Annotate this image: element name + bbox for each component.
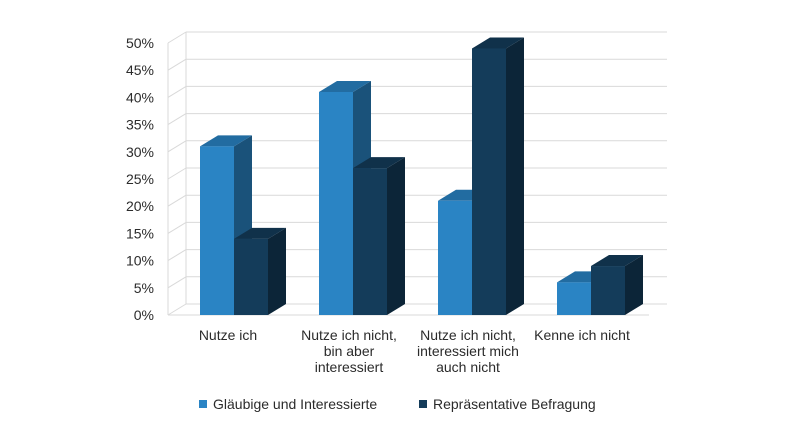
gridline-depth xyxy=(167,221,187,234)
bar xyxy=(472,48,506,315)
x-category-line: bin aber xyxy=(324,343,375,359)
x-category-label: Kenne ich nicht xyxy=(534,327,630,343)
y-tick-label: 20% xyxy=(126,198,154,214)
gridline-depth xyxy=(167,303,187,316)
y-tick-label: 5% xyxy=(134,280,154,296)
legend-label: Repräsentative Befragung xyxy=(433,396,596,412)
legend-swatch xyxy=(419,400,427,408)
x-category-line: Nutze ich nicht, xyxy=(301,327,397,343)
bar-top xyxy=(200,135,252,147)
bar-top xyxy=(319,80,371,92)
gridline-depth xyxy=(167,167,187,180)
y-tick-label: 15% xyxy=(126,225,154,241)
gridline-depth xyxy=(167,85,187,98)
legend-label: Gläubige und Interessierte xyxy=(213,396,377,412)
x-category-line: interessiert mich xyxy=(417,343,519,359)
x-category-label: Nutze ich nicht, interessiert mich auch ni… xyxy=(417,327,519,375)
bar xyxy=(591,266,625,315)
y-tick-label: 40% xyxy=(126,89,154,105)
bar xyxy=(353,168,387,315)
y-tick-label: 50% xyxy=(126,35,154,51)
bar xyxy=(438,200,472,315)
y-tick-label: 25% xyxy=(126,171,154,187)
y-tick-label: 35% xyxy=(126,117,154,133)
y-tick-label: 0% xyxy=(134,307,154,323)
y-tick-label: 45% xyxy=(126,62,154,78)
x-category-line: Nutze ich xyxy=(199,327,257,343)
x-category-line: auch nicht xyxy=(436,359,500,375)
gridline-depth xyxy=(167,58,187,71)
bar xyxy=(200,146,234,315)
bar-side xyxy=(625,255,643,315)
bar-top xyxy=(591,255,643,267)
gridline-depth xyxy=(167,194,187,207)
gridline-depth xyxy=(167,249,187,262)
bar-top xyxy=(353,157,405,169)
legend-swatch xyxy=(199,400,207,408)
bar-side xyxy=(268,227,286,315)
y-tick-label: 10% xyxy=(126,253,154,269)
x-category-line: interessiert xyxy=(315,359,384,375)
gridline-depth xyxy=(167,276,187,289)
bar-top xyxy=(234,227,286,239)
gridline-depth xyxy=(167,113,187,126)
bar xyxy=(557,282,591,315)
x-category-line: Kenne ich nicht xyxy=(534,327,630,343)
bar-side xyxy=(387,157,405,315)
x-category-label: Nutze ich xyxy=(199,327,257,343)
gridline-depth xyxy=(167,31,187,44)
bar xyxy=(234,238,268,315)
x-category-line: Nutze ich nicht, xyxy=(420,327,516,343)
bar-side xyxy=(506,37,524,315)
x-category-label: Nutze ich nicht, bin aber interessiert xyxy=(301,327,397,375)
bar xyxy=(319,91,353,316)
y-tick-label: 30% xyxy=(126,144,154,160)
gridline-depth xyxy=(167,140,187,153)
bar-top xyxy=(472,37,524,49)
